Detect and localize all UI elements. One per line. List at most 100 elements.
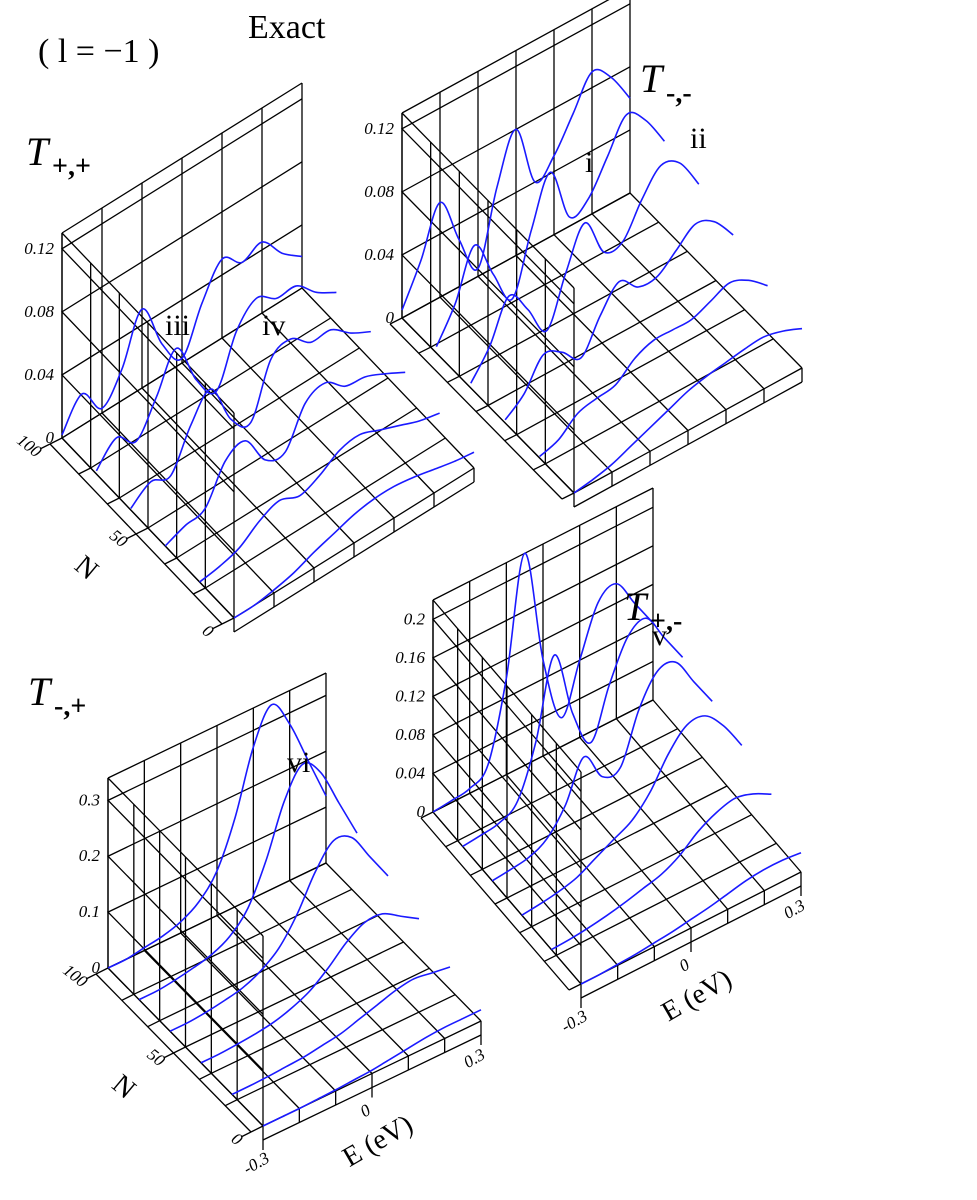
e-axis-label: E (eV) [337,1109,418,1174]
z-tick-label: 0.16 [395,648,425,667]
z-tick-label: 0.08 [24,302,54,321]
floor-line [457,728,678,842]
curve [491,660,713,882]
curve [262,1009,482,1127]
base-tick [544,954,557,962]
peak-label: iii [165,309,190,342]
panel-title-sub: +,+ [52,151,91,182]
z-grid-line [400,192,631,494]
panel-title-sub: +,- [650,606,682,637]
base-tick [147,1020,160,1028]
e-tick-label: 0 [676,955,693,976]
wall-top [432,599,582,773]
peak-label: vi [287,746,310,779]
floor-line [118,347,360,499]
wall-top [401,0,610,114]
floor-line [185,941,404,1048]
floor-line [629,192,803,369]
base-edge [233,481,475,633]
z-grid-line [60,98,303,430]
floor-line [506,785,728,899]
z-tick-label: 0.2 [404,609,426,628]
base-edge [573,381,803,508]
panel-title: T [28,669,53,714]
base-tick [475,404,489,413]
base-tick [107,497,120,505]
panel-title-sub: -,+ [54,691,86,722]
e-axis-label: E (eV) [656,963,737,1028]
wall-top [61,82,303,234]
waterfall-chart: 0 0.04 0.08 0.12 0 50 100 N T +,+ iii iv [13,82,475,642]
base-tick [445,840,458,848]
n-tick [211,623,223,630]
floor-line [482,756,703,870]
n-tick-label: 0 [199,621,218,642]
peak-label: ii [690,122,707,155]
floor-line [301,287,475,469]
base-tick [135,527,149,535]
curve [462,617,684,848]
curve [504,219,734,421]
n-tick [85,973,97,980]
floor-line [652,699,802,873]
base-tick [49,437,63,445]
wall-top [401,112,575,289]
floor-line [553,234,727,411]
z-tick-label: 0.04 [395,763,425,782]
n-tick [163,1052,174,1059]
e-tick-label: 0.3 [780,896,808,923]
base-tick [224,1099,238,1107]
z-tick-label: 0 [417,802,426,821]
floor-line [147,377,389,529]
curve [401,68,631,311]
n-tick [240,1131,252,1138]
floor-line [430,221,659,348]
n-tick-label: 100 [59,960,91,991]
curve [138,761,358,1001]
z-grid-line [60,224,303,556]
n-tick [125,533,137,540]
wall-top [432,487,654,601]
curve [521,715,743,916]
base-tick [494,897,508,905]
z-tick-label: 0.08 [395,725,425,744]
curve [233,451,475,619]
n-tick-label: 50 [106,526,131,552]
n-tick-label: 0 [228,1129,247,1150]
z-tick-label: 0.04 [364,245,394,264]
curve [107,703,327,969]
n-axis-label: N [69,550,104,587]
floor-line [133,888,353,995]
z-tick-label: 0.08 [364,182,394,201]
wall-top [61,232,235,414]
figure-label: ( l = −1 ) [38,33,159,70]
base-tick [78,467,91,475]
panel-title-sub: -,- [666,78,692,109]
e-tick-label: 0.3 [460,1045,488,1072]
method-label: Exact [248,9,326,46]
base-tick [418,346,431,354]
curve [573,327,803,494]
curve [200,912,420,1064]
z-tick-label: 0.1 [79,902,100,921]
base-tick [504,434,517,442]
z-grid-line [431,506,654,792]
curve [580,851,802,985]
n-axis-label: N [106,1069,141,1106]
z-grid-line [431,545,654,831]
z-grid-line [400,3,631,305]
base-tick [173,1046,186,1054]
n-tick [39,443,51,450]
z-tick-label: 0 [386,308,395,327]
curve [95,285,337,472]
curve [164,371,406,547]
curve [169,835,389,1032]
base-tick [561,492,575,500]
base-tick [250,1125,264,1133]
e-tick-label: -0.3 [240,1148,273,1178]
z-tick-label: 0.12 [364,119,394,138]
z-grid-line [106,694,327,959]
peak-label: v [652,619,667,652]
